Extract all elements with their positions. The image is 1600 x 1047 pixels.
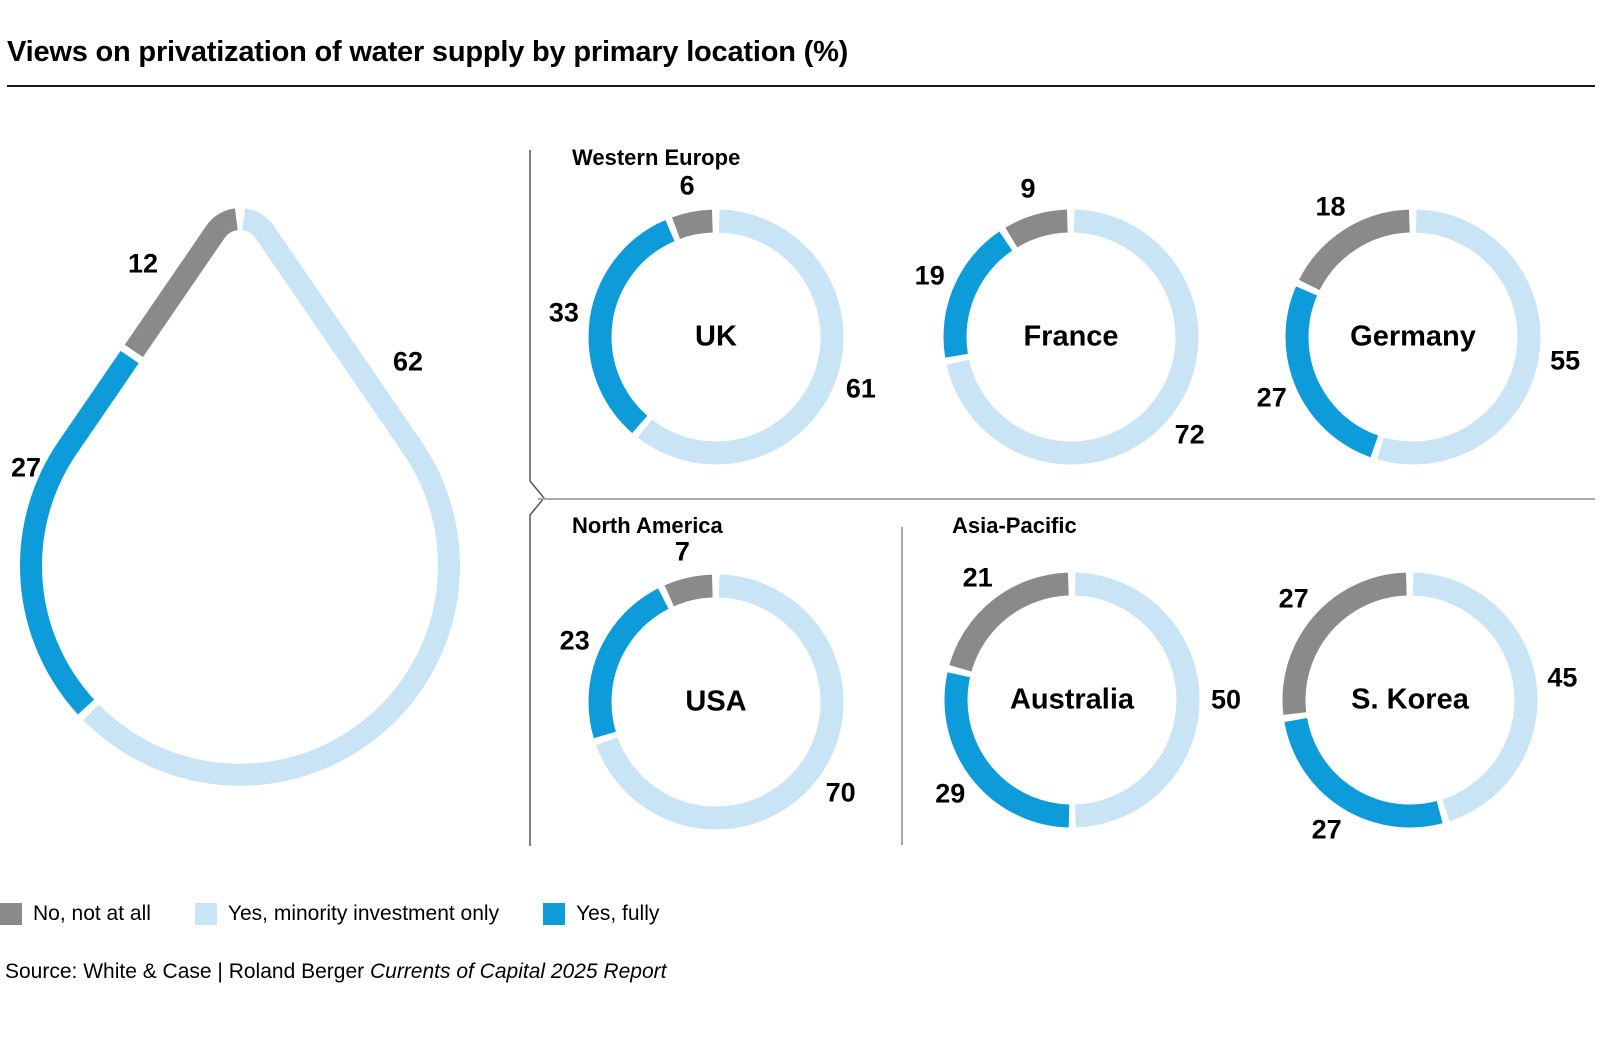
donut-value-minority: 55: [1550, 345, 1581, 376]
droplet-figure: 12 62 27: [10, 170, 480, 820]
droplet-value-minority: 62: [392, 346, 424, 377]
donut-value-no: 9: [1020, 173, 1036, 204]
donut-country-label: S. Korea: [1351, 683, 1469, 716]
donut-segment-minority: [588, 574, 844, 830]
title-rule: [7, 85, 1595, 87]
legend-label-no: No, not at all: [33, 902, 151, 925]
donut-country-label: Germany: [1350, 320, 1476, 353]
source-report-title: Currents of Capital 2025 Report: [369, 960, 667, 983]
legend-item-fully: Yes, fully: [543, 902, 659, 926]
donut-value-minority: 50: [1210, 684, 1242, 715]
legend-swatch-minority: [194, 903, 217, 925]
donut-value-no: 18: [1315, 191, 1346, 222]
donut-value-fully: 33: [548, 297, 579, 328]
donut-s-korea: 45 27 27 S. Korea: [1278, 570, 1577, 844]
donut-svg: [1285, 209, 1541, 465]
section-divider-horizontal: [538, 498, 1595, 500]
donut-svg: [1282, 572, 1538, 828]
legend: No, not at all Yes, minority investment o…: [0, 902, 659, 926]
section-divider-vertical: [901, 527, 903, 845]
donut-value-no: 7: [674, 536, 690, 567]
source-text: Source: White & Case | Roland Berger: [5, 960, 370, 983]
donut-country-label: France: [1023, 320, 1119, 353]
droplet-svg: [20, 207, 460, 786]
donut-uk: 61 33 6 UK: [549, 170, 876, 467]
donut-segment-no: [1282, 572, 1538, 828]
donut-value-minority: 45: [1547, 662, 1578, 693]
donut-segment-minority: [1282, 572, 1538, 828]
donut-segment-minority: [1285, 209, 1541, 465]
source-line: Source: White & Case | Roland Berger Cur…: [5, 960, 666, 984]
donut-value-minority: 70: [825, 777, 856, 807]
donut-segment-minority: [944, 572, 1200, 828]
droplet-segment-fully: [20, 207, 460, 786]
donut-value-no: 27: [1278, 583, 1309, 614]
legend-label-minority: Yes, minority investment only: [227, 902, 500, 925]
donut-segment-fully: [943, 209, 1199, 465]
chart-title: Views on privatization of water supply b…: [7, 36, 849, 68]
droplet-value-fully: 27: [10, 452, 42, 483]
donut-value-fully: 19: [914, 260, 945, 291]
donut-australia: 50 29 21 Australia: [935, 563, 1241, 830]
donut-segment-fully: [588, 574, 844, 830]
donut-country-label: Australia: [1009, 683, 1135, 716]
donut-svg: [944, 572, 1200, 828]
droplet-value-no: 12: [127, 248, 159, 279]
donut-svg: [943, 209, 1199, 465]
donut-segment-fully: [588, 209, 844, 465]
legend-swatch-no: [0, 903, 22, 925]
section-header-north-america: North America: [572, 513, 723, 538]
donut-country-label: UK: [695, 320, 737, 353]
donut-value-no: 21: [962, 562, 993, 593]
donut-value-fully: 23: [559, 625, 590, 656]
section-header-asia-pacific: Asia-Pacific: [952, 513, 1077, 538]
donut-segment-minority: [943, 209, 1199, 465]
donut-svg: [588, 209, 844, 465]
donut-segment-minority: [588, 209, 844, 465]
legend-label-fully: Yes, fully: [576, 902, 660, 925]
donut-svg: [588, 574, 844, 830]
donut-value-fully: 29: [935, 778, 966, 809]
donut-france: 72 19 9 France: [915, 174, 1205, 467]
legend-item-no: No, not at all: [0, 902, 151, 926]
donut-germany: 55 27 18 Germany: [1257, 192, 1580, 467]
donut-value-no: 6: [679, 170, 695, 201]
donut-country-label: USA: [685, 685, 747, 718]
section-header-western-europe: Western Europe: [572, 145, 741, 170]
donut-segment-fully: [1285, 209, 1541, 465]
donut-value-minority: 72: [1174, 419, 1205, 450]
donut-usa: 70 23 7 USA: [560, 536, 856, 832]
donut-value-fully: 27: [1311, 814, 1342, 845]
droplet-segment-no: [20, 207, 460, 786]
legend-swatch-fully: [543, 903, 566, 925]
droplet-segment-minority: [20, 207, 460, 786]
donut-segment-fully: [1282, 572, 1538, 828]
donut-value-fully: 27: [1256, 382, 1287, 413]
legend-item-minority: Yes, minority investment only: [194, 902, 500, 926]
donut-segment-fully: [944, 572, 1200, 828]
donut-value-minority: 61: [845, 373, 876, 404]
